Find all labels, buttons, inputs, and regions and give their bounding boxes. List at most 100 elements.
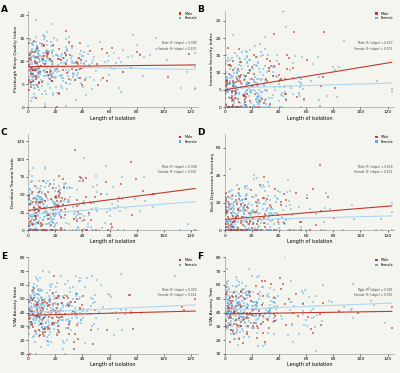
Point	[39, 308, 45, 314]
Point	[229, 221, 235, 227]
Point	[42, 191, 48, 197]
Point	[282, 221, 288, 227]
Point	[238, 314, 245, 320]
Point	[55, 56, 62, 62]
Point	[52, 194, 58, 200]
Point	[254, 323, 260, 329]
Point	[35, 208, 42, 214]
Point	[223, 204, 230, 210]
Point	[66, 221, 72, 227]
Point	[247, 47, 253, 53]
Point	[30, 208, 37, 214]
Point	[233, 104, 239, 110]
Point	[224, 309, 231, 315]
Point	[26, 324, 32, 330]
Point	[27, 297, 33, 303]
Point	[322, 205, 328, 211]
Point	[226, 189, 233, 195]
Point	[60, 185, 67, 191]
Point	[59, 338, 66, 344]
Point	[31, 68, 38, 74]
Point	[306, 294, 312, 300]
Point	[37, 228, 44, 233]
Point	[237, 84, 244, 90]
Point	[42, 314, 48, 320]
Text: Male: R² (slope) = 0.027
Female: R² (slope) = 0.003: Male: R² (slope) = 0.027 Female: R² (slo…	[354, 41, 393, 51]
Point	[62, 196, 68, 202]
Point	[246, 67, 253, 73]
Point	[64, 46, 71, 52]
Point	[49, 228, 56, 233]
Point	[53, 305, 60, 311]
Point	[44, 38, 51, 44]
Point	[236, 208, 243, 214]
Point	[90, 54, 97, 60]
Point	[66, 40, 72, 46]
Point	[232, 228, 239, 233]
Point	[27, 37, 33, 43]
Point	[232, 65, 238, 71]
Point	[222, 67, 228, 73]
Point	[249, 308, 255, 314]
Point	[282, 254, 288, 260]
Point	[237, 100, 243, 106]
Point	[71, 216, 77, 222]
Point	[52, 228, 59, 233]
Point	[230, 192, 236, 198]
Point	[26, 55, 33, 61]
Point	[54, 90, 60, 96]
Point	[230, 223, 236, 229]
Point	[258, 321, 264, 327]
Point	[288, 206, 294, 211]
Point	[230, 100, 237, 106]
Point	[238, 227, 244, 233]
Point	[340, 304, 347, 310]
Point	[30, 297, 36, 303]
X-axis label: Length of isolation: Length of isolation	[287, 363, 332, 367]
Point	[223, 195, 230, 201]
Point	[234, 322, 241, 328]
Point	[192, 50, 198, 56]
Point	[66, 76, 72, 82]
Point	[254, 291, 261, 297]
Point	[61, 64, 67, 70]
Point	[41, 34, 48, 40]
Point	[58, 72, 64, 78]
Point	[269, 211, 276, 217]
Point	[56, 194, 62, 200]
Point	[35, 47, 41, 53]
Point	[34, 312, 41, 318]
Point	[35, 295, 41, 301]
Point	[102, 220, 108, 226]
Point	[228, 321, 234, 327]
Point	[72, 305, 78, 311]
Point	[29, 47, 35, 53]
Point	[26, 319, 33, 325]
Point	[66, 319, 72, 325]
Legend: Male, Female: Male, Female	[178, 258, 197, 267]
Point	[26, 228, 33, 233]
Point	[310, 330, 317, 336]
Point	[109, 224, 116, 230]
Point	[61, 340, 67, 346]
Point	[237, 74, 243, 80]
Point	[83, 91, 89, 97]
Point	[44, 300, 50, 306]
Point	[35, 228, 42, 233]
Point	[234, 307, 241, 313]
Point	[251, 72, 257, 78]
Point	[232, 297, 239, 303]
Point	[222, 81, 229, 87]
Point	[29, 189, 35, 195]
Point	[262, 339, 268, 345]
Point	[223, 86, 229, 92]
Point	[260, 319, 266, 325]
Point	[56, 203, 62, 209]
Point	[26, 228, 33, 233]
Point	[123, 307, 130, 313]
Point	[90, 296, 97, 302]
Point	[224, 297, 231, 303]
Point	[234, 225, 241, 231]
Point	[251, 79, 258, 85]
Point	[69, 185, 76, 191]
